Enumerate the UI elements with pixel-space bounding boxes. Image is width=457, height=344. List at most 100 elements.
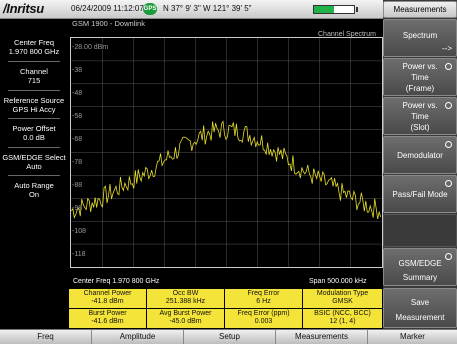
bottom-tab-amplitude[interactable]: Amplitude bbox=[92, 329, 184, 344]
battery-tip bbox=[356, 7, 358, 12]
y-tick: -78 bbox=[72, 159, 83, 166]
info-value: Auto bbox=[26, 162, 42, 171]
meas-value: 12 (1, 4) bbox=[329, 318, 356, 325]
info-power-offset: Power Offset 0.0 dB bbox=[2, 124, 66, 142]
info-label: Reference Source bbox=[3, 96, 65, 105]
info-auto-range: Auto Range On bbox=[2, 181, 66, 199]
info-gsm-edge-select: GSM/EDGE Select Auto bbox=[2, 153, 66, 171]
softkey-gsm-edge-summary[interactable]: GSM/EDGE Summary bbox=[383, 248, 457, 286]
span-label: Span 500.000 kHz bbox=[309, 278, 367, 285]
softkey-demodulator[interactable]: Demodulator bbox=[383, 136, 457, 174]
softkey-label: Power vs. bbox=[402, 62, 438, 71]
divider bbox=[8, 118, 60, 119]
meas-channel-power: Channel Power -41.8 dBm bbox=[69, 289, 146, 308]
meas-label: Freq Error bbox=[247, 290, 280, 297]
radio-icon bbox=[445, 141, 452, 148]
meas-label: Burst Power bbox=[88, 310, 127, 317]
softkey-label: (Slot) bbox=[410, 123, 430, 132]
softkey-power-vs-time-slot[interactable]: Power vs. Time (Slot) bbox=[383, 97, 457, 135]
softkey-spectrum[interactable]: Spectrum --> bbox=[383, 19, 457, 57]
meas-burst-power: Burst Power -41.6 dBm bbox=[69, 309, 146, 328]
battery-icon bbox=[313, 5, 355, 14]
meas-value: -41.6 dBm bbox=[91, 318, 124, 325]
radio-icon bbox=[445, 102, 452, 109]
y-tick: -48 bbox=[72, 90, 83, 97]
radio-icon bbox=[445, 253, 452, 260]
menu-title: Measurements bbox=[383, 1, 457, 18]
meas-occ-bw: Occ BW 251.388 kHz bbox=[147, 289, 224, 308]
softkey-label: Spectrum bbox=[402, 31, 438, 40]
y-tick: -38 bbox=[72, 67, 83, 74]
meas-label: Avg Burst Power bbox=[159, 310, 212, 317]
info-channel: Channel 715 bbox=[2, 67, 66, 85]
arrow-icon: --> bbox=[442, 44, 452, 53]
meas-value: -45.0 dBm bbox=[169, 318, 202, 325]
info-value: 0.0 dB bbox=[23, 133, 45, 142]
center-freq-label: Center Freq 1.970 800 GHz bbox=[73, 278, 160, 285]
meas-value: 0.003 bbox=[254, 318, 273, 325]
bottom-tab-measurements[interactable]: Measurements bbox=[276, 329, 368, 344]
meas-label: Channel Power bbox=[83, 290, 132, 297]
y-tick: -28.00 dBm bbox=[72, 44, 109, 51]
info-label: Power Offset bbox=[12, 124, 56, 133]
status-bar bbox=[0, 0, 383, 19]
meas-avg-burst-power: Avg Burst Power -45.0 dBm bbox=[147, 309, 224, 328]
radio-icon bbox=[445, 63, 452, 70]
meas-value: -41.8 dBm bbox=[91, 298, 124, 305]
softkey-label: GSM/EDGE bbox=[398, 259, 442, 268]
meas-label: BSIC (NCC, BCC) bbox=[314, 310, 371, 317]
divider bbox=[8, 175, 60, 176]
meas-freq-error-ppm: Freq Error (ppm) 0.003 bbox=[225, 309, 302, 328]
softkey-save-measurement[interactable]: Save Measurement bbox=[383, 288, 457, 328]
mode-label: Channel Spectrum bbox=[318, 31, 376, 38]
info-value: On bbox=[28, 190, 39, 199]
gps-coordinates: N 37° 9' 3" W 121° 39' 5" bbox=[163, 4, 252, 13]
info-label: Center Freq bbox=[13, 38, 55, 47]
gps-icon: GPS bbox=[143, 3, 157, 15]
spectrum-trace bbox=[71, 120, 382, 220]
y-tick: -118 bbox=[72, 251, 86, 258]
grid bbox=[71, 38, 382, 267]
info-value: GPS Hi Accy bbox=[12, 105, 56, 114]
softkey-label: Pass/Fail Mode bbox=[392, 190, 448, 199]
softkey-label: Summary bbox=[402, 273, 438, 282]
info-value: 1.970 800 GHz bbox=[8, 47, 60, 56]
softkey-label: Demodulator bbox=[397, 151, 443, 160]
info-reference-source: Reference Source GPS Hi Accy bbox=[2, 96, 66, 114]
softkey-blank bbox=[383, 214, 457, 247]
divider bbox=[8, 90, 60, 91]
meas-value: GMSK bbox=[332, 298, 353, 305]
info-center-freq: Center Freq 1.970 800 GHz bbox=[2, 38, 66, 56]
divider bbox=[8, 61, 60, 62]
y-tick: -108 bbox=[72, 228, 87, 235]
bottom-tab-marker[interactable]: Marker bbox=[400, 332, 425, 341]
meas-value: 6 Hz bbox=[256, 298, 271, 305]
softkey-label: Save bbox=[410, 298, 430, 307]
divider bbox=[8, 147, 60, 148]
meas-value: 251.388 kHz bbox=[165, 298, 206, 305]
y-tick: -88 bbox=[72, 182, 83, 189]
datetime: 06/24/2009 11:12:07 am bbox=[71, 4, 158, 13]
meas-bsic: BSIC (NCC, BCC) 12 (1, 4) bbox=[303, 309, 382, 328]
meas-freq-error: Freq Error 6 Hz bbox=[225, 289, 302, 308]
softkey-label: Measurement bbox=[395, 313, 445, 322]
bottom-tab-freq[interactable]: Freq bbox=[0, 329, 92, 344]
softkey-power-vs-time-frame[interactable]: Power vs. Time (Frame) bbox=[383, 58, 457, 96]
info-label: GSM/EDGE Select bbox=[2, 153, 66, 162]
info-value: 715 bbox=[27, 76, 41, 85]
left-info-panel bbox=[0, 19, 68, 329]
radio-icon bbox=[445, 180, 452, 187]
softkey-label: Time bbox=[411, 112, 429, 121]
info-label: Channel bbox=[20, 67, 48, 76]
y-tick: -68 bbox=[72, 136, 83, 143]
bottom-tab-setup[interactable]: Setup bbox=[184, 329, 276, 344]
info-label: Auto Range bbox=[14, 181, 54, 190]
spectrum-graph[interactable] bbox=[70, 37, 383, 268]
measurement-subtitle: GSM 1900 - Downlink bbox=[72, 19, 145, 28]
softkey-pass-fail-mode[interactable]: Pass/Fail Mode bbox=[383, 175, 457, 213]
bottom-menu-bar bbox=[0, 329, 457, 344]
softkey-label: Time bbox=[411, 73, 429, 82]
meas-label: Occ BW bbox=[172, 290, 199, 297]
softkey-label: Power vs. bbox=[402, 101, 438, 110]
brand-logo: /Inritsu bbox=[3, 1, 44, 16]
